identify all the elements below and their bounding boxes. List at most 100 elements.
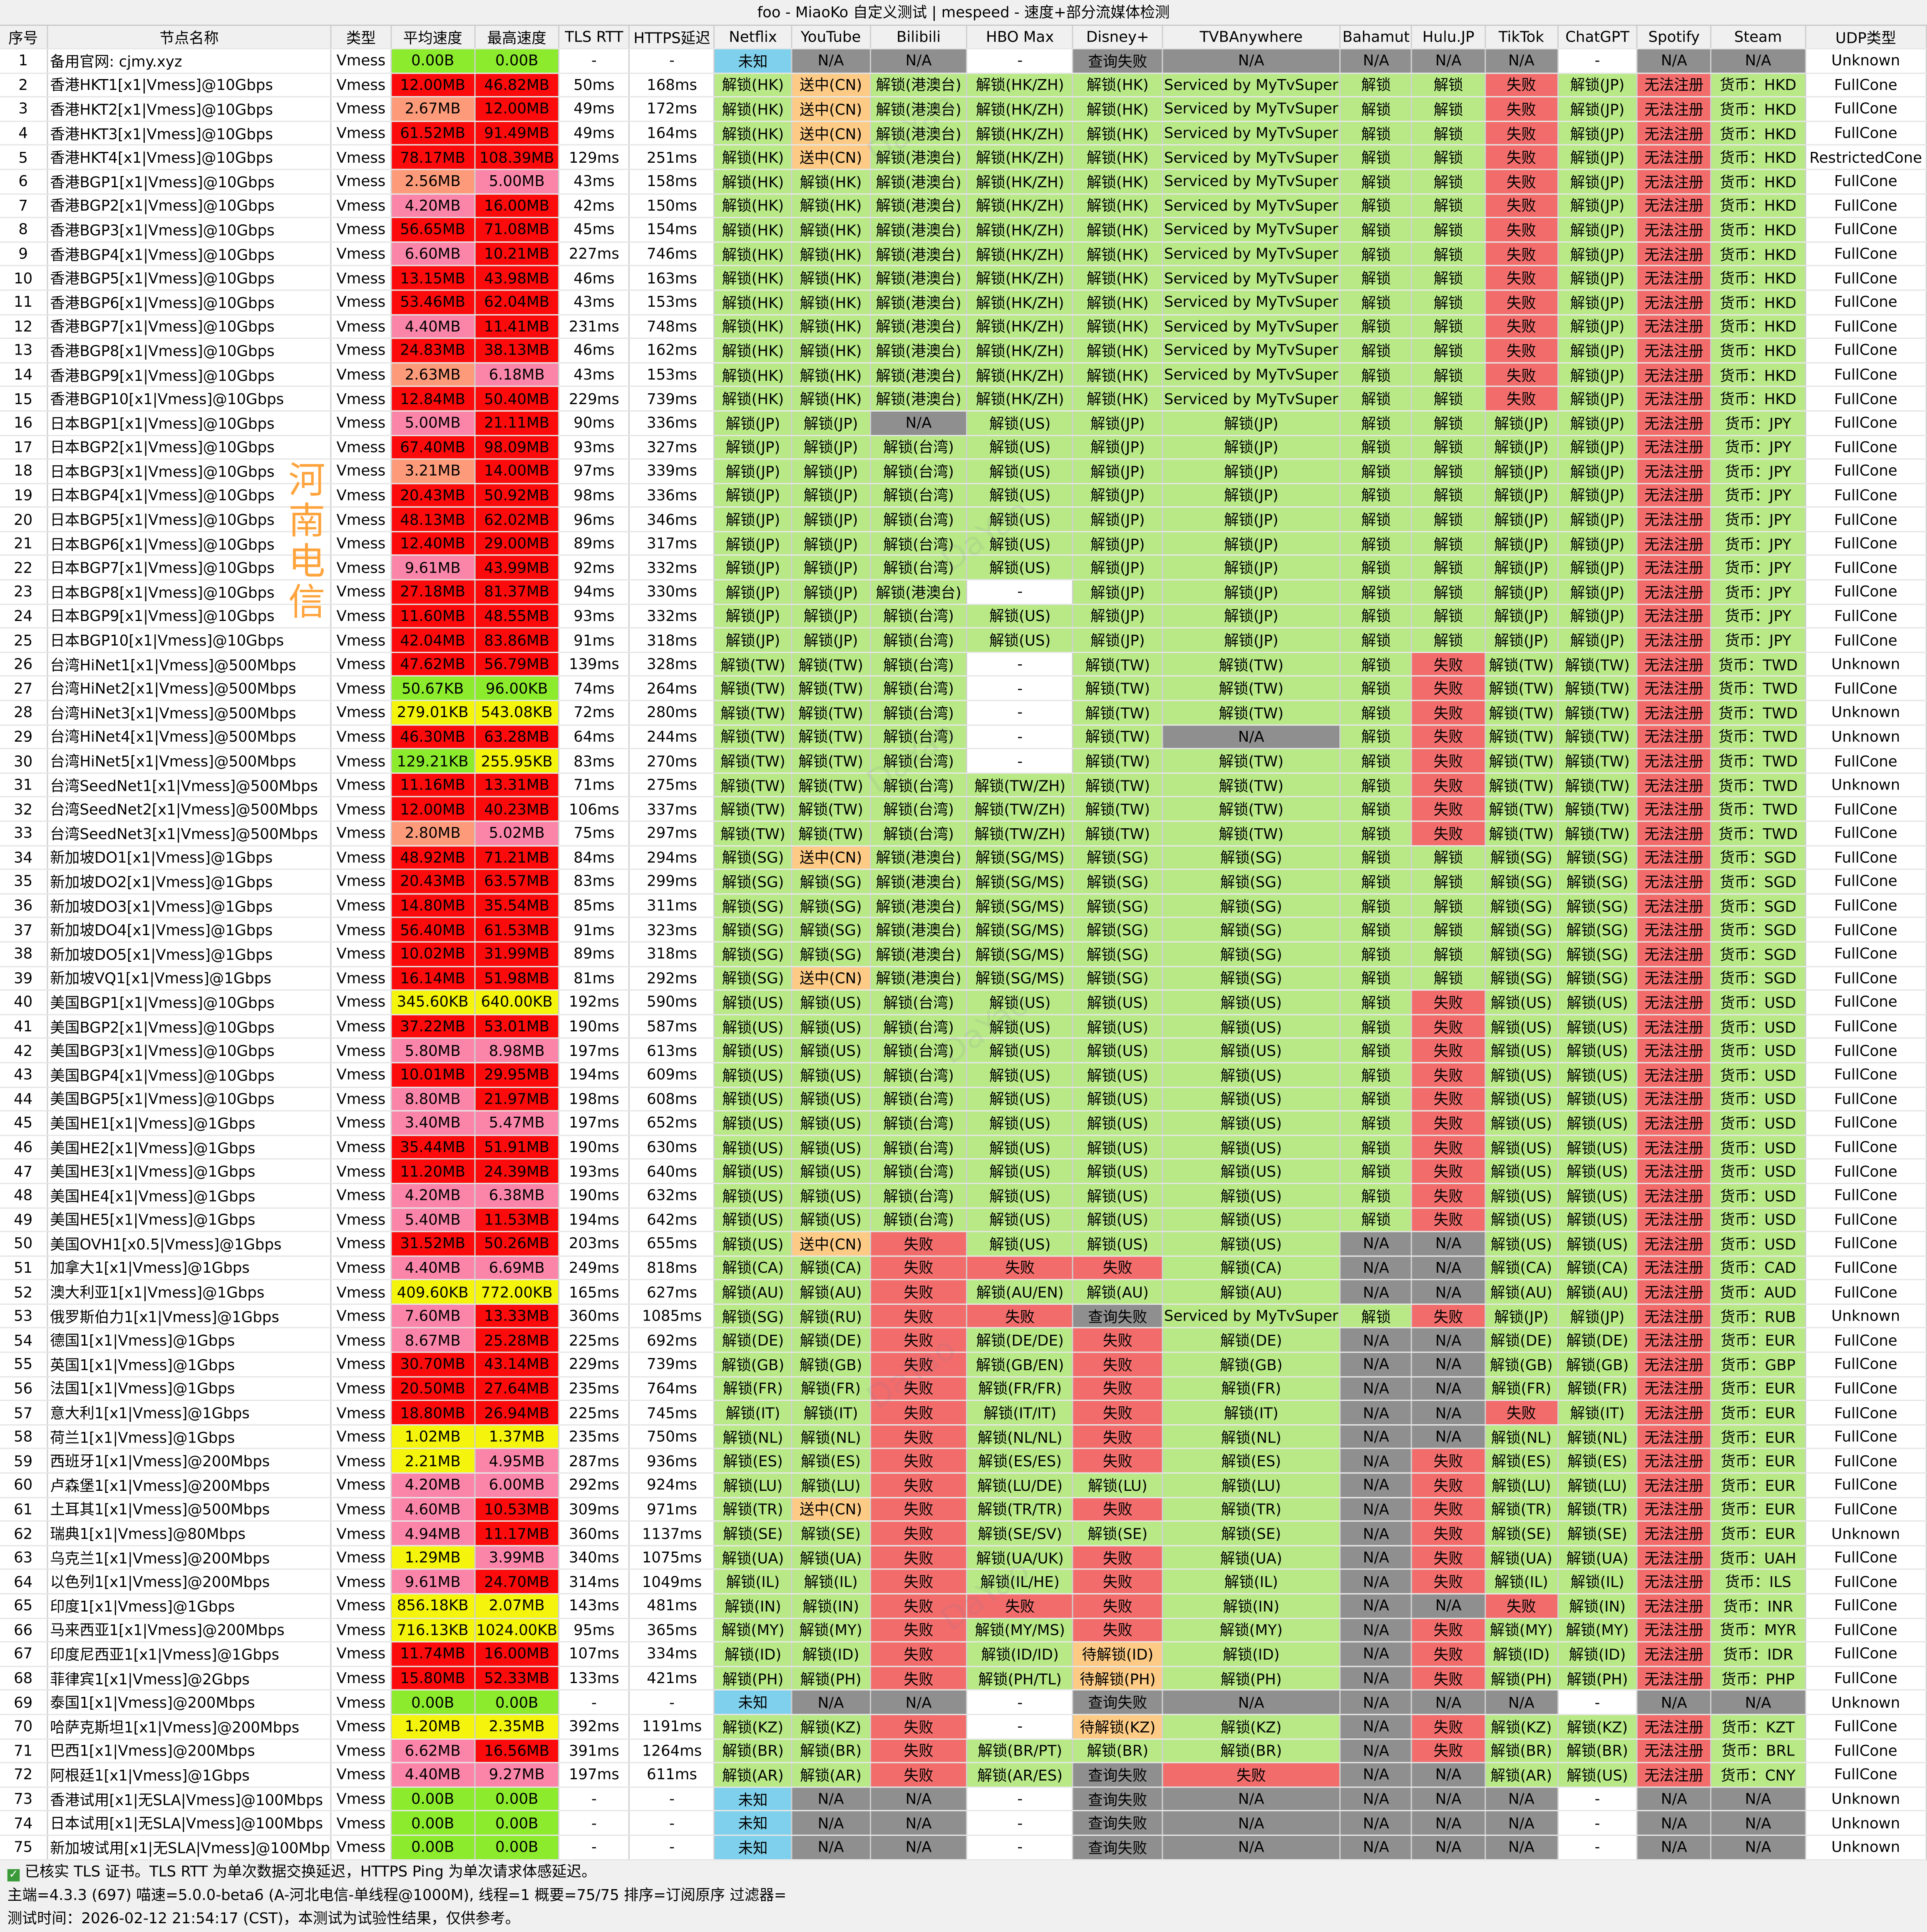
table-row[interactable]: 62 瑞典1[x1|Vmess]@80Mbps Vmess 4.94MB 11.17MB… bbox=[0, 1521, 1927, 1546]
table-row[interactable]: 52 澳大利亚1[x1|Vmess]@1Gbps Vmess 409.60KB 772.… bbox=[0, 1280, 1927, 1305]
table-row[interactable]: 5 香港HKT4[x1|Vmess]@10Gbps Vmess 78.17MB 108.… bbox=[0, 145, 1927, 170]
column-header[interactable]: UDP类型 bbox=[1805, 26, 1927, 50]
table-row[interactable]: 45 美国HE1[x1|Vmess]@1Gbps Vmess 3.40MB 5.47MB… bbox=[0, 1111, 1927, 1136]
table-row[interactable]: 11 香港BGP6[x1|Vmess]@10Gbps Vmess 53.46MB 62.… bbox=[0, 290, 1927, 315]
table-row[interactable]: 3 香港HKT2[x1|Vmess]@10Gbps Vmess 2.67MB 12.00… bbox=[0, 97, 1927, 122]
table-row[interactable]: 20 日本BGP5[x1|Vmess]@10Gbps Vmess 48.13MB 62.… bbox=[0, 507, 1927, 532]
table-row[interactable]: 63 乌克兰1[x1|Vmess]@200Mbps Vmess 1.29MB 3.99M… bbox=[0, 1545, 1927, 1570]
table-row[interactable]: 74 日本试用[x1|无SLA|Vmess]@100Mbps Vmess 0.00B 0… bbox=[0, 1811, 1927, 1836]
table-row[interactable]: 55 英国1[x1|Vmess]@1Gbps Vmess 30.70MB 43.14MB… bbox=[0, 1352, 1927, 1377]
table-row[interactable]: 75 新加坡试用[x1|无SLA|Vmess]@100Mbps Vmess 0.00B… bbox=[0, 1835, 1927, 1860]
table-row[interactable]: 34 新加坡DO1[x1|Vmess]@1Gbps Vmess 48.92MB 71.2… bbox=[0, 845, 1927, 870]
table-row[interactable]: 18 日本BGP3[x1|Vmess]@10Gbps Vmess 3.21MB 14.0… bbox=[0, 459, 1927, 484]
table-row[interactable]: 42 美国BGP3[x1|Vmess]@10Gbps Vmess 5.80MB 8.98… bbox=[0, 1038, 1927, 1063]
table-row[interactable]: 14 香港BGP9[x1|Vmess]@10Gbps Vmess 2.63MB 6.18… bbox=[0, 363, 1927, 387]
column-header[interactable]: 类型 bbox=[331, 26, 392, 50]
table-row[interactable]: 30 台湾HiNet5[x1|Vmess]@500Mbps Vmess 129.21K… bbox=[0, 749, 1927, 774]
table-row[interactable]: 61 土耳其1[x1|Vmess]@500Mbps Vmess 4.60MB 10.53… bbox=[0, 1497, 1927, 1522]
column-header[interactable]: Steam bbox=[1711, 26, 1806, 50]
table-row[interactable]: 26 台湾HiNet1[x1|Vmess]@500Mbps Vmess 47.62MB… bbox=[0, 652, 1927, 677]
column-header[interactable]: YouTube bbox=[791, 26, 871, 50]
table-row[interactable]: 12 香港BGP7[x1|Vmess]@10Gbps Vmess 4.40MB 11.4… bbox=[0, 314, 1927, 339]
table-row[interactable]: 21 日本BGP6[x1|Vmess]@10Gbps Vmess 12.40MB 29.… bbox=[0, 531, 1927, 556]
table-row[interactable]: 29 台湾HiNet4[x1|Vmess]@500Mbps Vmess 46.30MB… bbox=[0, 725, 1927, 750]
table-row[interactable]: 27 台湾HiNet2[x1|Vmess]@500Mbps Vmess 50.67KB… bbox=[0, 676, 1927, 701]
table-row[interactable]: 51 加拿大1[x1|Vmess]@1Gbps Vmess 4.40MB 6.69MB 2… bbox=[0, 1256, 1927, 1281]
column-header[interactable]: HTTPS延迟 bbox=[629, 26, 715, 50]
table-row[interactable]: 73 香港试用[x1|无SLA|Vmess]@100Mbps Vmess 0.00B 0… bbox=[0, 1787, 1927, 1812]
table-row[interactable]: 48 美国HE4[x1|Vmess]@1Gbps Vmess 4.20MB 6.38MB… bbox=[0, 1183, 1927, 1208]
table-row[interactable]: 66 马来西亚1[x1|Vmess]@200Mbps Vmess 716.13KB 10… bbox=[0, 1618, 1927, 1643]
table-row[interactable]: 2 香港HKT1[x1|Vmess]@10Gbps Vmess 12.00MB 46.8… bbox=[0, 72, 1927, 98]
table-row[interactable]: 32 台湾SeedNet2[x1|Vmess]@500Mbps Vmess 12.00… bbox=[0, 797, 1927, 822]
table-row[interactable]: 39 新加坡VQ1[x1|Vmess]@1Gbps Vmess 16.14MB 51.9… bbox=[0, 966, 1927, 991]
column-header[interactable]: Spotify bbox=[1637, 26, 1712, 50]
table-row[interactable]: 1 备用官网: cjmy.xyz Vmess 0.00B 0.00B - - 未知 N/A N/A… bbox=[0, 48, 1927, 74]
table-row[interactable]: 8 香港BGP3[x1|Vmess]@10Gbps Vmess 56.65MB 71.0… bbox=[0, 217, 1927, 243]
table-row[interactable]: 44 美国BGP5[x1|Vmess]@10Gbps Vmess 8.80MB 21.9… bbox=[0, 1087, 1927, 1112]
table-row[interactable]: 68 菲律宾1[x1|Vmess]@2Gbps Vmess 15.80MB 52.33M… bbox=[0, 1666, 1927, 1691]
table-row[interactable]: 16 日本BGP1[x1|Vmess]@10Gbps Vmess 5.00MB 21.1… bbox=[0, 411, 1927, 436]
table-row[interactable]: 58 荷兰1[x1|Vmess]@1Gbps Vmess 1.02MB 1.37MB 23… bbox=[0, 1425, 1927, 1450]
table-row[interactable]: 36 新加坡DO3[x1|Vmess]@1Gbps Vmess 14.80MB 35.5… bbox=[0, 894, 1927, 919]
table-row[interactable]: 35 新加坡DO2[x1|Vmess]@1Gbps Vmess 20.43MB 63.5… bbox=[0, 869, 1927, 894]
table-row[interactable]: 46 美国HE2[x1|Vmess]@1Gbps Vmess 35.44MB 51.91… bbox=[0, 1135, 1927, 1160]
column-header[interactable]: 平均速度 bbox=[390, 26, 476, 50]
table-row[interactable]: 33 台湾SeedNet3[x1|Vmess]@500Mbps Vmess 2.80M… bbox=[0, 821, 1927, 846]
table-row[interactable]: 50 美国OVH1[x0.5|Vmess]@1Gbps Vmess 31.52MB 50… bbox=[0, 1232, 1927, 1257]
cell-3: 56.40MB bbox=[390, 918, 476, 943]
table-row[interactable]: 40 美国BGP1[x1|Vmess]@10Gbps Vmess 345.60KB 64… bbox=[0, 990, 1927, 1015]
table-row[interactable]: 54 德国1[x1|Vmess]@1Gbps Vmess 8.67MB 25.28MB 2… bbox=[0, 1328, 1927, 1353]
table-row[interactable]: 43 美国BGP4[x1|Vmess]@10Gbps Vmess 10.01MB 29.… bbox=[0, 1063, 1927, 1088]
table-row[interactable]: 23 日本BGP8[x1|Vmess]@10Gbps Vmess 27.18MB 81.… bbox=[0, 580, 1927, 605]
table-row[interactable]: 57 意大利1[x1|Vmess]@1Gbps Vmess 18.80MB 26.94M… bbox=[0, 1401, 1927, 1425]
table-row[interactable]: 6 香港BGP1[x1|Vmess]@10Gbps Vmess 2.56MB 5.00M… bbox=[0, 169, 1927, 194]
table-row[interactable]: 9 香港BGP4[x1|Vmess]@10Gbps Vmess 6.60MB 10.21… bbox=[0, 241, 1927, 267]
table-row[interactable]: 31 台湾SeedNet1[x1|Vmess]@500Mbps Vmess 11.16… bbox=[0, 773, 1927, 798]
cell-16: 解锁(US) bbox=[1557, 1232, 1638, 1257]
table-row[interactable]: 64 以色列1[x1|Vmess]@200Mbps Vmess 9.61MB 24.70… bbox=[0, 1569, 1927, 1594]
cell-3: 20.43MB bbox=[390, 869, 476, 894]
table-row[interactable]: 60 卢森堡1[x1|Vmess]@200Mbps Vmess 4.20MB 6.00M… bbox=[0, 1473, 1927, 1498]
column-header[interactable]: TLS RTT bbox=[559, 26, 630, 50]
table-row[interactable]: 72 阿根廷1[x1|Vmess]@1Gbps Vmess 4.40MB 9.27MB 1… bbox=[0, 1763, 1927, 1788]
column-header[interactable]: 节点名称 bbox=[47, 26, 332, 50]
table-row[interactable]: 22 日本BGP7[x1|Vmess]@10Gbps Vmess 9.61MB 43.9… bbox=[0, 556, 1927, 581]
column-header[interactable]: 最高速度 bbox=[474, 26, 560, 50]
column-header[interactable]: Bilibili bbox=[870, 26, 968, 50]
table-row[interactable]: 69 泰国1[x1|Vmess]@200Mbps Vmess 0.00B 0.00B - -… bbox=[0, 1690, 1927, 1715]
table-row[interactable]: 10 香港BGP5[x1|Vmess]@10Gbps Vmess 13.15MB 43.… bbox=[0, 266, 1927, 291]
table-row[interactable]: 28 台湾HiNet3[x1|Vmess]@500Mbps Vmess 279.01K… bbox=[0, 700, 1927, 725]
cell-7: 解锁(JP) bbox=[714, 556, 792, 581]
column-header[interactable]: TVBAnywhere bbox=[1162, 26, 1341, 50]
column-header[interactable]: Netflix bbox=[714, 26, 792, 50]
column-header[interactable]: ChatGPT bbox=[1557, 26, 1638, 50]
table-row[interactable]: 15 香港BGP10[x1|Vmess]@10Gbps Vmess 12.84MB 50… bbox=[0, 387, 1927, 412]
table-row[interactable]: 67 印度尼西亚1[x1|Vmess]@1Gbps Vmess 11.74MB 16.0… bbox=[0, 1642, 1927, 1667]
cell-8: 送中(CN) bbox=[791, 72, 871, 98]
table-row[interactable]: 65 印度1[x1|Vmess]@1Gbps Vmess 856.18KB 2.07MB… bbox=[0, 1594, 1927, 1619]
table-row[interactable]: 19 日本BGP4[x1|Vmess]@10Gbps Vmess 20.43MB 50.… bbox=[0, 483, 1927, 508]
column-header[interactable]: HBO Max bbox=[966, 26, 1074, 50]
table-row[interactable]: 53 俄罗斯伯力1[x1|Vmess]@1Gbps Vmess 7.60MB 13.33… bbox=[0, 1304, 1927, 1329]
table-row[interactable]: 56 法国1[x1|Vmess]@1Gbps Vmess 20.50MB 27.64MB… bbox=[0, 1376, 1927, 1401]
table-row[interactable]: 13 香港BGP8[x1|Vmess]@10Gbps Vmess 24.83MB 38.… bbox=[0, 338, 1927, 363]
table-row[interactable]: 47 美国HE3[x1|Vmess]@1Gbps Vmess 11.20MB 24.39… bbox=[0, 1159, 1927, 1184]
table-row[interactable]: 41 美国BGP2[x1|Vmess]@10Gbps Vmess 37.22MB 53.… bbox=[0, 1014, 1927, 1039]
table-row[interactable]: 49 美国HE5[x1|Vmess]@1Gbps Vmess 5.40MB 11.53M… bbox=[0, 1207, 1927, 1232]
column-header[interactable]: Hulu.JP bbox=[1412, 26, 1486, 50]
column-header[interactable]: 序号 bbox=[0, 26, 48, 50]
table-row[interactable]: 7 香港BGP2[x1|Vmess]@10Gbps Vmess 4.20MB 16.00… bbox=[0, 193, 1927, 219]
table-row[interactable]: 4 香港HKT3[x1|Vmess]@10Gbps Vmess 61.52MB 91.4… bbox=[0, 121, 1927, 146]
table-row[interactable]: 70 哈萨克斯坦1[x1|Vmess]@200Mbps Vmess 1.20MB 2.3… bbox=[0, 1714, 1927, 1739]
table-row[interactable]: 37 新加坡DO4[x1|Vmess]@1Gbps Vmess 56.40MB 61.5… bbox=[0, 918, 1927, 943]
table-row[interactable]: 25 日本BGP10[x1|Vmess]@10Gbps Vmess 42.04MB 83… bbox=[0, 628, 1927, 653]
table-row[interactable]: 38 新加坡DO5[x1|Vmess]@1Gbps Vmess 10.02MB 31.9… bbox=[0, 942, 1927, 967]
column-header[interactable]: Disney+ bbox=[1073, 26, 1163, 50]
table-row[interactable]: 17 日本BGP2[x1|Vmess]@10Gbps Vmess 67.40MB 98.… bbox=[0, 435, 1927, 460]
table-row[interactable]: 71 巴西1[x1|Vmess]@200Mbps Vmess 6.62MB 16.56M… bbox=[0, 1738, 1927, 1763]
table-row[interactable]: 59 西班牙1[x1|Vmess]@200Mbps Vmess 2.21MB 4.95M… bbox=[0, 1449, 1927, 1474]
column-header[interactable]: Bahamut bbox=[1340, 26, 1413, 50]
table-row[interactable]: 24 日本BGP9[x1|Vmess]@10Gbps Vmess 11.60MB 48.… bbox=[0, 604, 1927, 629]
column-header[interactable]: TikTok bbox=[1485, 26, 1559, 50]
